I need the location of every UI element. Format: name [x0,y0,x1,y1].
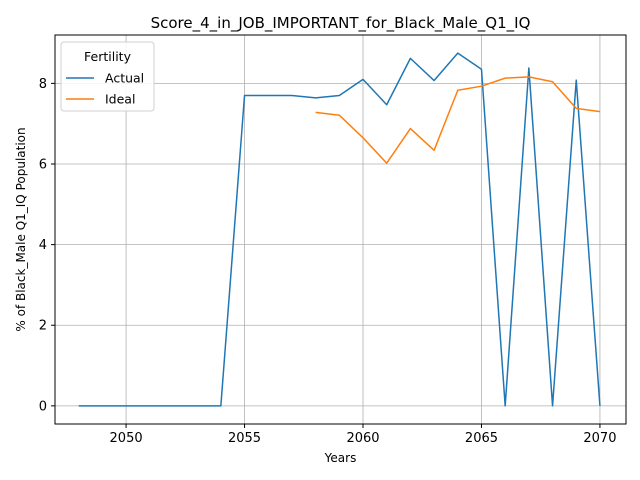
series-line-actual [78,52,601,407]
x-tick-label: 2065 [465,431,498,446]
grid-lines [55,35,626,424]
x-axis-label: Years [324,451,357,465]
chart-title: Score_4_in_JOB_IMPORTANT_for_Black_Male_… [151,14,531,33]
y-tick-label: 8 [39,77,47,92]
x-tick-label: 2060 [346,431,379,446]
legend: Fertility Actual Ideal [60,41,155,112]
y-tick-label: 4 [39,238,47,253]
x-tick-label: 2070 [583,431,616,446]
x-tick-label: 2050 [110,431,143,446]
legend-label-actual: Actual [105,71,144,86]
axis-ticks: 2050 2055 2060 2065 2070 0 2 4 6 8 [39,77,617,446]
y-axis-label: % of Black_Male Q1_IQ Population [14,127,28,331]
series-lines [78,52,601,407]
plot-frame [54,34,627,425]
legend-box [60,41,155,112]
legend-label-ideal: Ideal [105,92,135,107]
y-tick-label: 2 [39,319,47,334]
y-tick-label: 6 [39,157,47,172]
y-tick-label: 0 [39,399,47,414]
x-tick-label: 2055 [228,431,261,446]
legend-title: Fertility [84,49,132,64]
series-line-ideal [315,76,601,164]
